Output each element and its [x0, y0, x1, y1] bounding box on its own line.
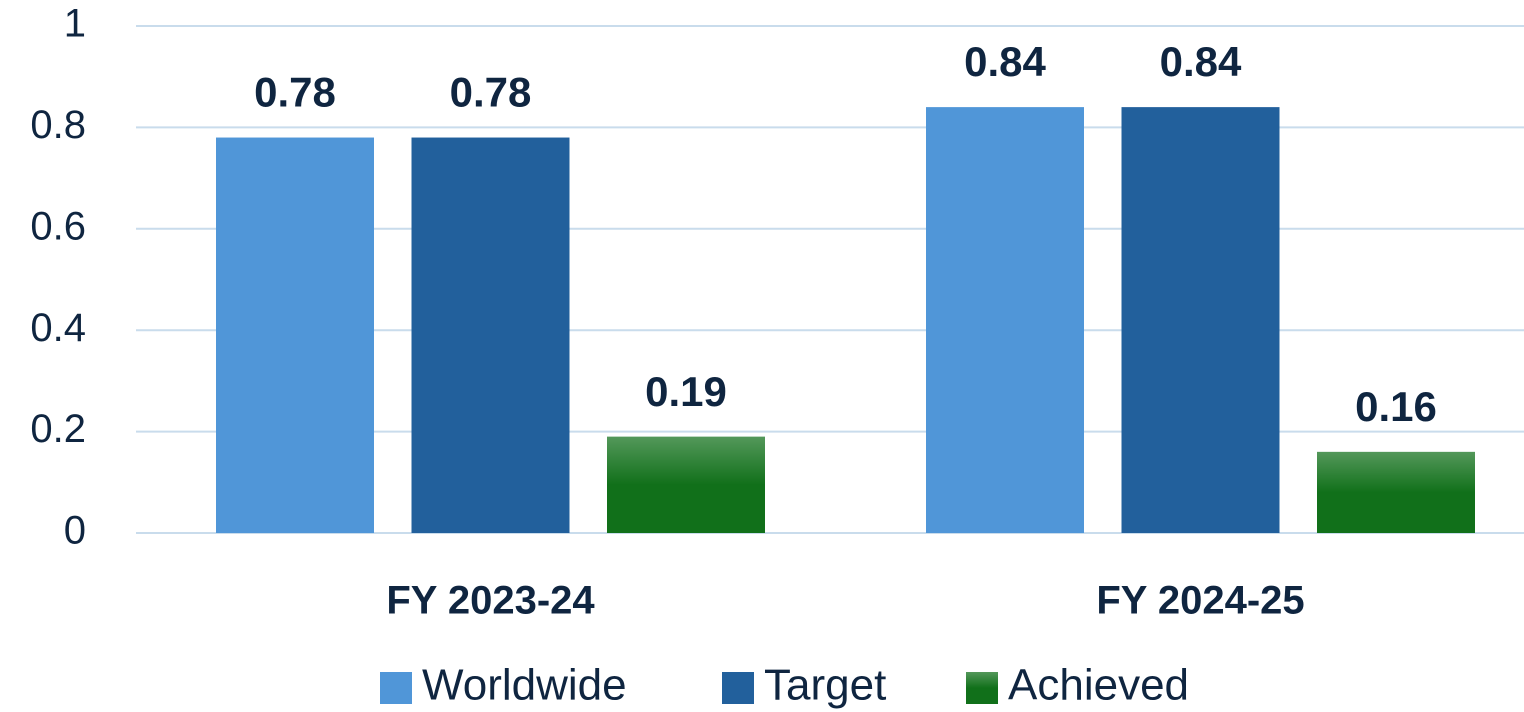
data-label: 0.16: [1355, 383, 1437, 430]
legend-label: Worldwide: [422, 661, 627, 710]
legend-swatch-shine: [966, 672, 998, 704]
bar: [411, 137, 570, 534]
y-tick-label: 0.2: [30, 407, 86, 451]
bar: [216, 137, 374, 534]
bar-shine: [607, 436, 765, 533]
bar: [1121, 107, 1280, 534]
bar-shine: [1317, 451, 1475, 533]
y-tick-label: 1: [64, 2, 86, 46]
y-tick-label: 0.6: [30, 204, 86, 248]
data-label: 0.19: [645, 368, 727, 415]
legend-label: Target: [764, 661, 886, 710]
data-label: 0.78: [254, 69, 336, 116]
x-tick-label: FY 2024-25: [1096, 579, 1304, 623]
y-tick-label: 0.4: [30, 306, 86, 350]
bar: [926, 107, 1084, 534]
data-label: 0.78: [450, 69, 532, 116]
data-label: 0.84: [964, 38, 1046, 85]
x-tick-label: FY 2023-24: [386, 579, 595, 623]
legend-swatch: [722, 672, 754, 704]
legend-swatch: [380, 672, 412, 704]
data-label: 0.84: [1160, 38, 1242, 85]
y-tick-label: 0: [64, 509, 86, 553]
y-tick-label: 0.8: [30, 103, 86, 147]
legend-label: Achieved: [1008, 661, 1189, 710]
